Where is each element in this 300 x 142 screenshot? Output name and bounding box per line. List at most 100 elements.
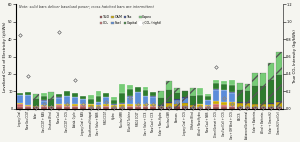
Bar	[182, 107, 188, 109]
Bar	[237, 83, 243, 90]
Point	[135, 103, 140, 106]
Bar	[174, 100, 180, 104]
Bar	[244, 102, 250, 103]
Bar	[64, 91, 70, 96]
Bar	[80, 105, 86, 107]
Bar	[221, 102, 227, 105]
Bar	[119, 104, 125, 107]
Bar	[80, 104, 86, 105]
Point	[198, 106, 203, 108]
Bar	[260, 107, 266, 109]
Bar	[25, 107, 31, 109]
Point	[261, 106, 266, 108]
Bar	[174, 104, 180, 106]
Bar	[135, 87, 141, 92]
Bar	[221, 81, 227, 84]
Point	[18, 34, 22, 36]
Bar	[276, 101, 282, 102]
Bar	[174, 106, 180, 107]
Bar	[158, 106, 164, 107]
Bar	[33, 100, 39, 106]
Bar	[142, 87, 148, 90]
Bar	[213, 107, 219, 109]
Bar	[88, 107, 94, 109]
Point	[175, 101, 179, 103]
Bar	[40, 107, 46, 109]
Point	[128, 97, 132, 99]
Bar	[182, 106, 188, 107]
Legend: T&D, CO₂, O&M, Fuel, Tax, Capital, Capex, ◇CO₂ (right): T&D, CO₂, O&M, Fuel, Tax, Capital, Capex…	[100, 15, 162, 25]
Point	[268, 106, 273, 108]
Bar	[229, 80, 235, 84]
Bar	[190, 105, 196, 107]
Bar	[205, 106, 211, 107]
Bar	[205, 100, 211, 105]
Bar	[95, 107, 101, 109]
Bar	[237, 90, 243, 102]
Bar	[268, 80, 274, 103]
Bar	[111, 100, 117, 104]
Bar	[111, 107, 117, 109]
Bar	[127, 96, 133, 97]
Bar	[158, 105, 164, 106]
Point	[80, 103, 85, 106]
Bar	[17, 95, 23, 103]
Bar	[244, 84, 250, 91]
Bar	[17, 104, 23, 107]
Point	[151, 103, 156, 106]
Bar	[221, 107, 227, 109]
Bar	[25, 105, 31, 106]
Bar	[213, 101, 219, 104]
Bar	[150, 96, 156, 97]
Point	[221, 97, 226, 99]
Point	[237, 106, 242, 108]
Bar	[88, 95, 94, 99]
Bar	[127, 104, 133, 106]
Bar	[252, 73, 258, 86]
Bar	[252, 104, 258, 107]
Bar	[221, 84, 227, 90]
Bar	[150, 107, 156, 109]
Point	[41, 103, 46, 106]
Bar	[72, 106, 78, 107]
Bar	[221, 105, 227, 107]
Bar	[17, 107, 23, 109]
Bar	[119, 107, 125, 109]
Bar	[166, 107, 172, 109]
Bar	[276, 102, 282, 107]
Bar	[158, 107, 164, 109]
Point	[245, 106, 250, 108]
Bar	[142, 96, 148, 104]
Bar	[80, 96, 86, 99]
Bar	[150, 104, 156, 106]
Bar	[276, 107, 282, 109]
Bar	[244, 91, 250, 102]
Bar	[25, 92, 31, 95]
Y-axis label: Levelized Cost of Electricity (¢/kWh): Levelized Cost of Electricity (¢/kWh)	[3, 21, 7, 92]
Bar	[127, 97, 133, 104]
Bar	[205, 105, 211, 106]
Bar	[237, 102, 243, 103]
Bar	[72, 107, 78, 109]
Point	[214, 66, 218, 68]
Bar	[135, 107, 141, 109]
Bar	[135, 92, 141, 104]
Bar	[72, 97, 78, 104]
Bar	[56, 107, 62, 109]
Bar	[221, 90, 227, 102]
Bar	[142, 106, 148, 107]
Bar	[103, 106, 109, 107]
Point	[112, 106, 117, 108]
Bar	[17, 103, 23, 104]
Bar	[49, 106, 54, 107]
Bar	[205, 94, 211, 96]
Point	[206, 106, 211, 108]
Point	[230, 103, 234, 106]
Point	[182, 106, 187, 108]
Point	[57, 31, 62, 33]
Bar	[103, 104, 109, 106]
Bar	[205, 107, 211, 109]
Bar	[268, 63, 274, 80]
Bar	[174, 88, 180, 93]
Bar	[205, 96, 211, 100]
